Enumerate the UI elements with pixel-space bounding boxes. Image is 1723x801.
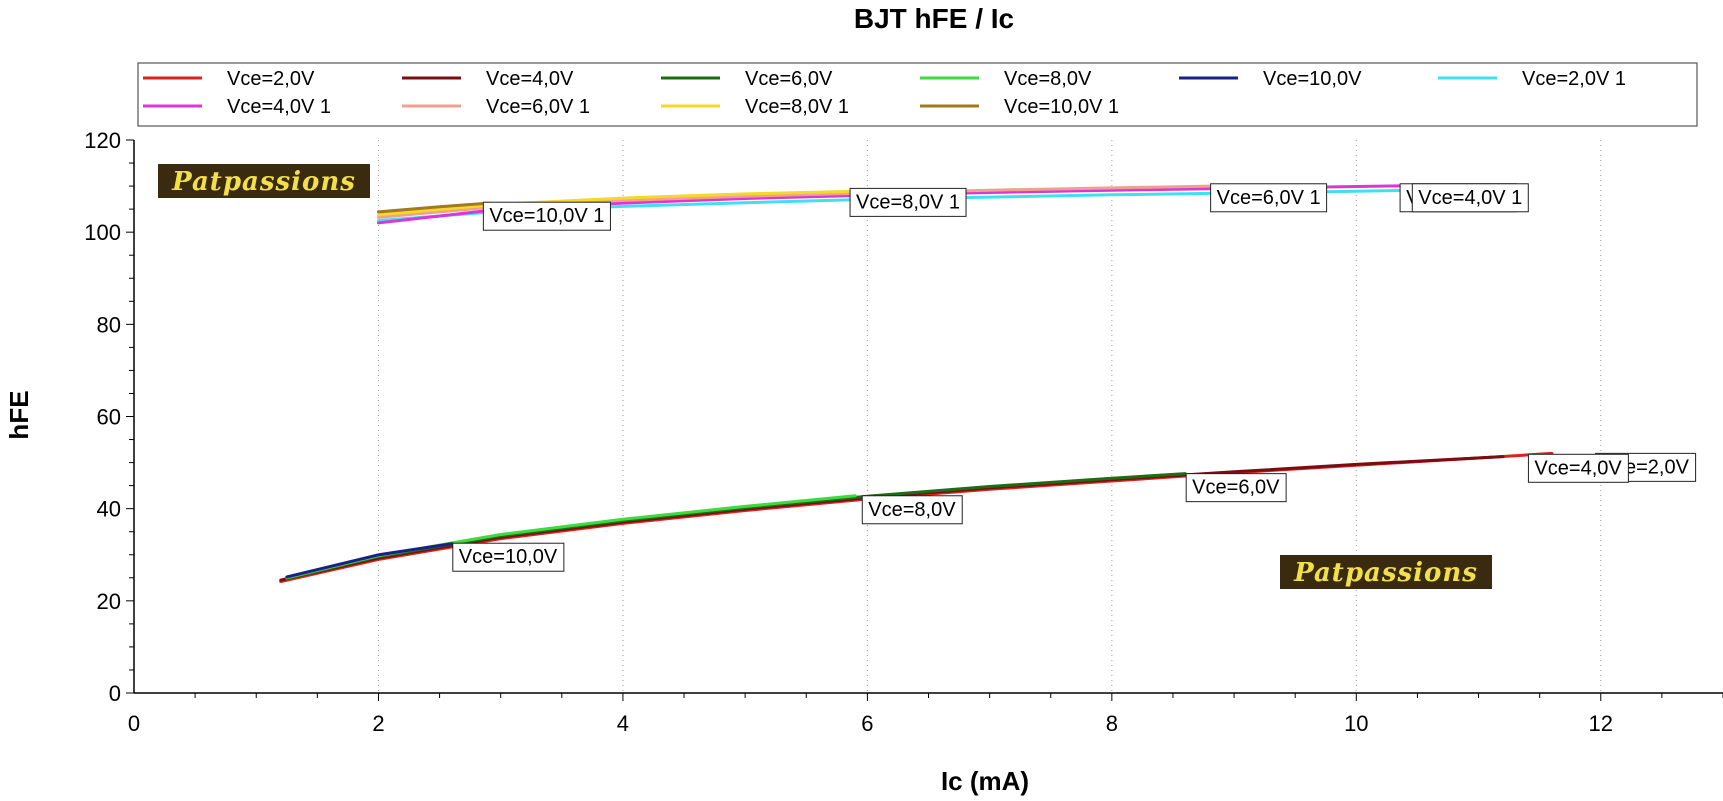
annotation-box [861, 495, 963, 525]
annotation-box [849, 187, 967, 217]
annotation-label: Vce=6,0V [1192, 477, 1280, 499]
annotation-box [482, 201, 611, 231]
legend-label: Vce=10,0V 1 [1004, 96, 1119, 118]
series-line-4 [285, 542, 454, 579]
watermark-background [1280, 555, 1492, 589]
legend-item-1: Vce=4,0V [402, 68, 574, 90]
annotation-label: Vce=8,0V 1 [856, 191, 960, 213]
chart-title: BJT hFE / Ic [854, 3, 1014, 34]
watermark-text: Patpassions [171, 167, 356, 197]
annotation-7: Vce=6,0V [1185, 473, 1287, 503]
y-tick-label-5: 100 [84, 220, 121, 245]
series-line-9 [377, 201, 490, 214]
x-tick-label-1: 2 [372, 711, 384, 736]
legend-label: Vce=6,0V 1 [486, 96, 590, 118]
legend-item-5: Vce=2,0V 1 [1438, 68, 1626, 90]
legend-item-7: Vce=6,0V 1 [402, 96, 590, 118]
legend-item-8: Vce=8,0V 1 [661, 96, 849, 118]
y-axis-label: hFE [4, 390, 34, 439]
x-axis-label: Ic (mA) [941, 766, 1029, 796]
annotation-1: Vce=8,0V 1 [849, 187, 967, 217]
watermark-1: Patpassions [1280, 555, 1492, 589]
legend-label: Vce=2,0V [227, 68, 315, 90]
annotation-box [1527, 453, 1629, 483]
watermark-0: Patpassions [158, 164, 370, 198]
legend: Vce=2,0V Vce=4,0V Vce=6,0V Vce=8,0V Vce=10,0… [137, 62, 1698, 127]
annotation-box [1210, 183, 1328, 213]
x-tick-label-3: 6 [861, 711, 873, 736]
annotation-box [1411, 183, 1529, 213]
legend-label: Vce=4,0V [486, 68, 574, 90]
annotation-label: Vce=6,0V 1 [1217, 187, 1321, 209]
legend-label: Vce=8,0V 1 [745, 96, 849, 118]
annotation-4: Vce=4,0V 1 [1411, 183, 1529, 213]
y-tick-label-4: 80 [97, 312, 121, 337]
legend-box [137, 62, 1698, 127]
watermarks: Patpassions Patpassions [158, 164, 1492, 589]
legend-item-9: Vce=10,0V 1 [920, 96, 1119, 118]
watermark-text: Patpassions [1293, 558, 1478, 588]
x-tick-label-2: 4 [617, 711, 629, 736]
y-tick-label-0: 0 [109, 681, 121, 706]
annotation-9: Vce=4,0V [1527, 453, 1629, 483]
annotation-label: Vce=4,0V 1 [1418, 187, 1522, 209]
legend-label: Vce=4,0V 1 [227, 96, 331, 118]
legend-item-4: Vce=10,0V [1179, 68, 1362, 90]
legend-label: Vce=10,0V [1263, 68, 1362, 90]
y-tick-label-6: 120 [84, 128, 121, 153]
legend-item-0: Vce=2,0V [143, 68, 315, 90]
legend-label: Vce=6,0V [745, 68, 833, 90]
annotation-label: Vce=10,0V 1 [489, 205, 604, 227]
x-tick-label-5: 10 [1344, 711, 1368, 736]
x-tick-label-0: 0 [128, 711, 140, 736]
annotation-6: Vce=8,0V [861, 495, 963, 525]
legend-item-3: Vce=8,0V [920, 68, 1092, 90]
annotation-2: Vce=6,0V 1 [1210, 183, 1328, 213]
annotation-box [452, 542, 565, 572]
series-line-8 [377, 189, 857, 217]
grid [377, 140, 1602, 693]
annotation-5: Vce=10,0V [452, 542, 565, 572]
legend-label: Vce=8,0V [1004, 68, 1092, 90]
annotation-label: Vce=10,0V [459, 546, 558, 568]
legend-label: Vce=2,0V 1 [1522, 68, 1626, 90]
annotation-label: Vce=4,0V [1534, 457, 1622, 479]
y-tick-label-1: 20 [97, 589, 121, 614]
legend-item-6: Vce=4,0V 1 [143, 96, 331, 118]
annotation-box [1185, 473, 1287, 503]
x-tick-label-6: 12 [1589, 711, 1613, 736]
x-tick-label-4: 8 [1106, 711, 1118, 736]
y-tick-label-2: 40 [97, 497, 121, 522]
legend-item-2: Vce=6,0V [661, 68, 833, 90]
y-tick-label-3: 60 [97, 405, 121, 430]
watermark-background [158, 164, 370, 198]
annotation-0: Vce=10,0V 1 [482, 201, 611, 231]
annotation-label: Vce=8,0V [868, 499, 956, 521]
